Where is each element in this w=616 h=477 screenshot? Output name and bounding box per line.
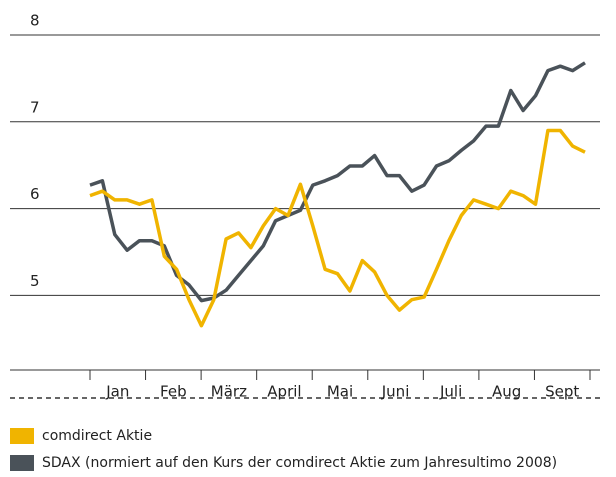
legend: comdirect Aktie SDAX (normiert auf den Ku… xyxy=(10,428,557,471)
y-tick-label: 6 xyxy=(30,185,40,203)
line xyxy=(89,128,586,328)
x-tick-label: Juli xyxy=(439,383,462,401)
legend-label: comdirect Aktie xyxy=(42,428,152,444)
legend-label: SDAX (normiert auf den Kurs der comdirec… xyxy=(42,455,557,471)
y-tick-label: 7 xyxy=(30,98,40,116)
x-tick-label: Mai xyxy=(327,383,353,401)
line xyxy=(89,61,586,303)
y-tick-label: 5 xyxy=(30,272,40,290)
legend-swatch xyxy=(10,428,34,444)
x-tick-label: Jan xyxy=(105,383,129,401)
x-tick-label: März xyxy=(211,383,247,401)
x-tick-label: Feb xyxy=(160,383,187,401)
x-tick-label: Sept xyxy=(545,383,579,401)
x-tick-label: April xyxy=(267,383,301,401)
x-tick-label: Aug xyxy=(492,383,521,401)
y-tick-label: 8 xyxy=(30,12,40,30)
x-tick-label: Juni xyxy=(381,383,410,401)
legend-swatch xyxy=(10,455,34,471)
